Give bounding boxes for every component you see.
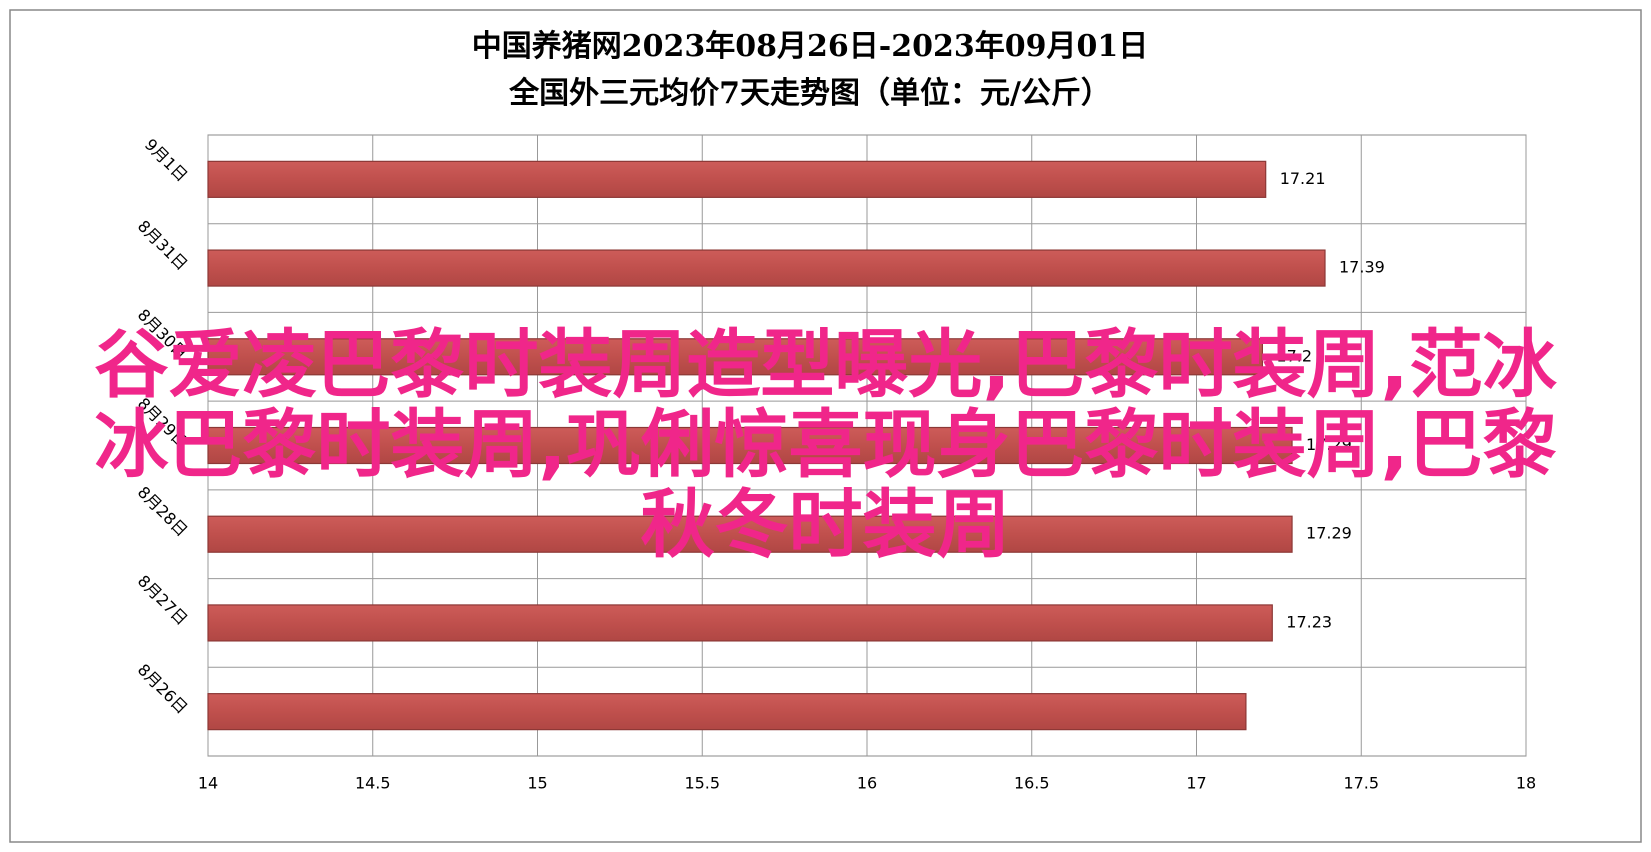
bar [207,604,1273,642]
bar [207,249,1326,287]
bar [207,515,1293,553]
data-label: 17.21 [1280,169,1326,188]
data-label: 17.2 [1276,346,1312,365]
data-label: 17.29 [1306,435,1352,454]
x-tick-label: 15.5 [684,774,720,793]
x-tick-label: 17 [1186,774,1206,793]
x-tick-label: 15 [527,774,547,793]
bar [207,338,1264,376]
x-tick-label: 14.5 [355,774,391,793]
x-tick-label: 14 [198,774,218,793]
data-label: 17.23 [1286,612,1332,631]
data-label: 17.29 [1306,524,1352,543]
bar [207,693,1247,731]
bar [207,160,1267,198]
chart-title: 中国养猪网2023年08月26日-2023年09月01日 [472,29,1148,64]
chart-subtitle: 全国外三元均价7天走势图（单位：元/公斤） [508,76,1111,111]
x-tick-label: 18 [1516,774,1536,793]
data-label: 17.39 [1339,258,1385,277]
bar [207,426,1293,465]
overlay-text: 谷爱凌巴黎时装周造型曝光,巴黎时装周,范冰冰巴黎时装周,巩俐惊喜现身巴黎时装周,… [94,322,1557,568]
x-tick-label: 16.5 [1014,774,1050,793]
x-tick-label: 17.5 [1343,774,1379,793]
x-tick-label: 16 [857,774,877,793]
